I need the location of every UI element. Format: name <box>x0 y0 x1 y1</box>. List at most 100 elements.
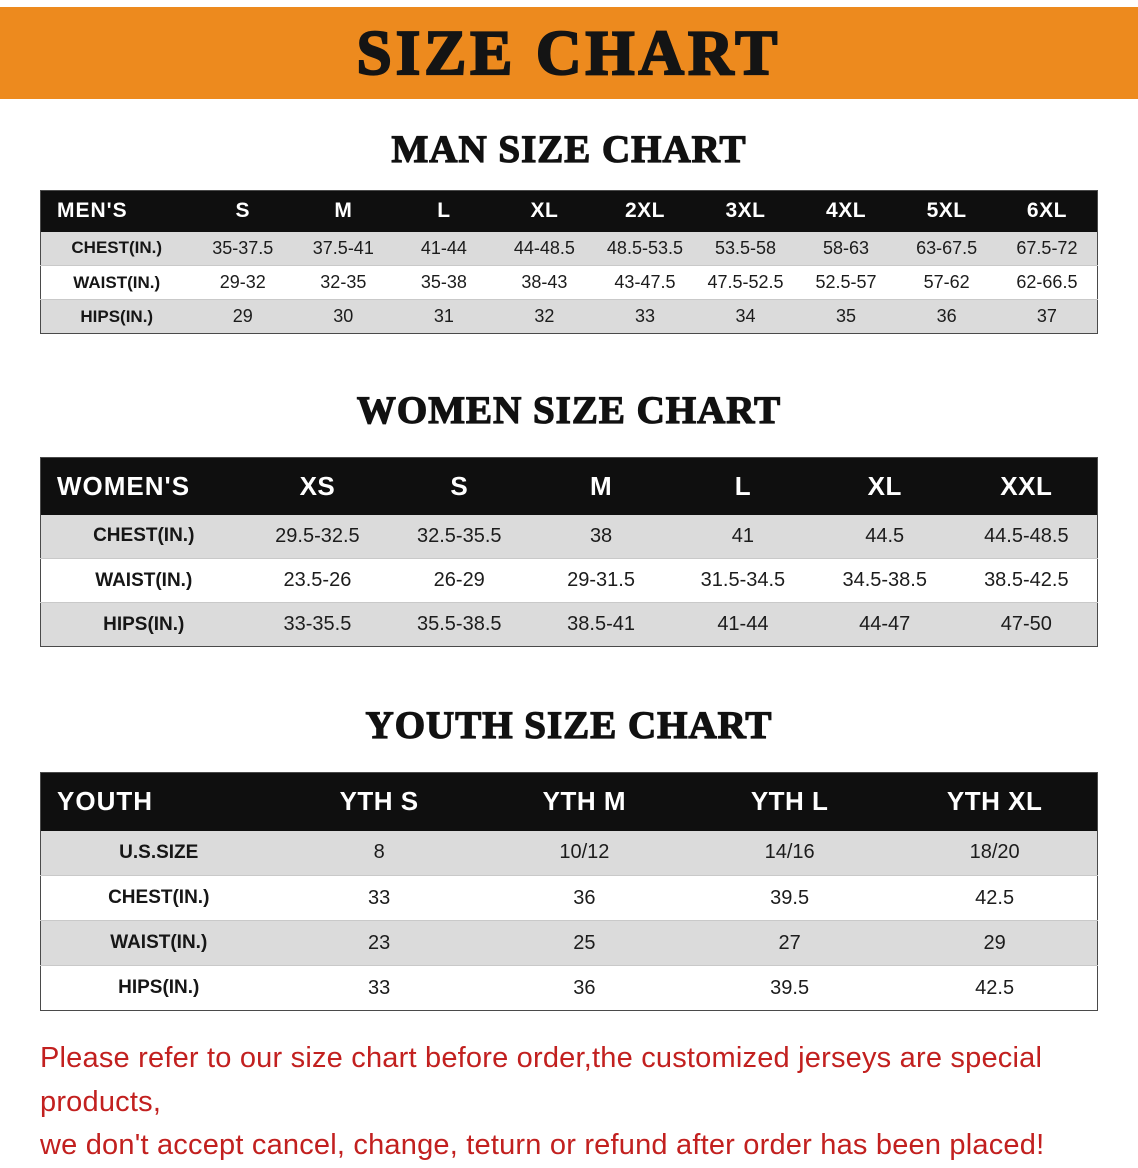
size-value-cell: 39.5 <box>770 976 810 999</box>
table-row: CHEST(IN.) 29.5-32.5 32.5-35.5 38 41 44.5 44.5… <box>40 514 1098 559</box>
row-label-cell: CHEST(IN.) <box>71 238 163 258</box>
column-header-cell: XS <box>246 457 389 515</box>
size-chart-banner: SIZE CHART <box>0 7 1138 99</box>
size-value-cell: 35.5-38.5 <box>416 613 502 635</box>
size-value-cell: 33 <box>634 306 655 326</box>
size-value-cell: 34.5-38.5 <box>842 569 927 591</box>
size-value-cell: 34 <box>735 306 756 326</box>
size-value-cell: 10/12 <box>559 841 610 864</box>
women-size-table: WOMEN'S XS S M L XL XXL CHEST(IN.) 29.5-32.5 32.5… <box>40 457 1098 647</box>
disclaimer-line-1: Please refer to our size chart before or… <box>40 1042 1043 1118</box>
column-header-cell: XXL <box>955 457 1098 515</box>
column-header-cell: 2XL <box>594 190 696 232</box>
size-value-cell: 35-38 <box>420 272 467 292</box>
column-header-cell: S <box>192 190 294 232</box>
size-value-cell: 32.5-35.5 <box>416 524 502 547</box>
column-header-cell: M <box>293 190 394 232</box>
women-size-section: WOMEN SIZE CHART WOMEN'S XS S M L XL XXL CHEST(… <box>0 388 1138 647</box>
column-header-cell: L <box>393 190 495 232</box>
table-row: CHEST(IN.) 35-37.5 37.5-41 41-44 44-48.5 48.5… <box>40 231 1098 266</box>
size-value-cell: 31 <box>433 306 454 326</box>
size-value-cell: 47.5-52.5 <box>707 272 784 292</box>
row-label-cell: WAIST(IN.) <box>73 272 161 292</box>
column-header-cell: 6XL <box>996 190 1098 232</box>
table-row: WAIST(IN.) 29-32 32-35 35-38 38-43 43-47.5 47.… <box>40 265 1098 300</box>
column-header-cell: XL <box>813 457 956 515</box>
size-value-cell: 29.5-32.5 <box>275 524 360 547</box>
size-value-cell: 29-32 <box>219 272 266 292</box>
row-label-cell: HIPS(IN.) <box>80 306 154 326</box>
size-value-cell: 38-43 <box>521 272 568 292</box>
size-value-cell: 14/16 <box>764 841 815 864</box>
size-value-cell: 26-29 <box>433 569 485 591</box>
size-value-cell: 33 <box>368 976 391 999</box>
column-header-cell: YTH L <box>687 772 893 831</box>
row-label-cell: HIPS(IN.) <box>118 977 200 998</box>
size-value-cell: 38 <box>589 524 613 547</box>
row-label-cell: HIPS(IN.) <box>103 613 185 635</box>
men-section-heading: MAN SIZE CHART <box>391 127 747 171</box>
size-value-cell: 31.5-34.5 <box>700 569 786 591</box>
size-value-cell: 52.5-57 <box>815 272 877 292</box>
column-header-cell: 4XL <box>795 190 897 232</box>
table-row: HIPS(IN.) 33-35.5 35.5-38.5 38.5-41 41-44 44-… <box>40 602 1098 647</box>
size-value-cell: 37.5-41 <box>312 237 374 258</box>
size-value-cell: 43-47.5 <box>614 272 676 292</box>
column-header-cell: 3XL <box>695 190 796 232</box>
youth-size-table: YOUTH YTH S YTH M YTH L YTH XL U.S.SIZE 8 10/12… <box>40 772 1098 1011</box>
size-value-cell: 38.5-42.5 <box>984 569 1069 591</box>
size-value-cell: 37 <box>1036 306 1057 326</box>
disclaimer: Please refer to our size chart before or… <box>40 1037 1100 1168</box>
table-row: U.S.SIZE 8 10/12 14/16 18/20 <box>40 830 1098 876</box>
size-chart-page: SIZE CHART MAN SIZE CHART MEN'S S M L XL 2XL 3… <box>0 7 1138 1168</box>
size-value-cell: 42.5 <box>975 976 1015 999</box>
size-value-cell: 67.5-72 <box>1016 237 1078 258</box>
size-value-cell: 33 <box>368 886 391 909</box>
size-value-cell: 41 <box>731 524 755 547</box>
size-value-cell: 48.5-53.5 <box>606 237 683 258</box>
size-value-cell: 41-44 <box>420 237 467 258</box>
size-value-cell: 8 <box>373 841 385 864</box>
size-value-cell: 23.5-26 <box>283 569 352 591</box>
row-label-cell: CHEST(IN.) <box>93 525 195 547</box>
size-value-cell: 29 <box>983 931 1006 954</box>
column-header-cell: YTH XL <box>892 772 1098 831</box>
column-header-cell: YTH S <box>276 772 482 831</box>
column-header-cell: XL <box>494 190 595 232</box>
size-value-cell: 33-35.5 <box>283 613 352 635</box>
column-header-cell: S <box>388 457 531 515</box>
table-row: HIPS(IN.) 29 30 31 32 33 34 35 36 37 <box>40 299 1098 334</box>
table-row: WAIST(IN.) 23 25 27 29 <box>40 920 1098 966</box>
table-row: WAIST(IN.) 23.5-26 26-29 29-31.5 31.5-34.5 34… <box>40 558 1098 603</box>
column-header-cell: L <box>671 457 814 515</box>
size-value-cell: 38.5-41 <box>567 613 635 635</box>
table-title-cell: MEN'S <box>40 190 193 232</box>
size-value-cell: 44-48.5 <box>513 237 575 258</box>
table-header-row: MEN'S S M L XL 2XL 3XL 4XL 5XL 6XL <box>40 190 1098 232</box>
row-label-cell: WAIST(IN.) <box>95 569 193 591</box>
size-value-cell: 29-31.5 <box>567 569 635 591</box>
table-row: CHEST(IN.) 33 36 39.5 42.5 <box>40 875 1098 921</box>
size-value-cell: 44.5-48.5 <box>984 524 1069 547</box>
disclaimer-line-2: we don't accept cancel, change, teturn o… <box>40 1129 1045 1161</box>
size-value-cell: 58-63 <box>823 237 870 258</box>
men-size-section: MAN SIZE CHART MEN'S S M L XL 2XL 3XL 4XL 5XL 6XL… <box>0 127 1138 334</box>
size-value-cell: 44.5 <box>865 524 905 547</box>
size-value-cell: 30 <box>333 306 354 326</box>
table-title-cell: WOMEN'S <box>40 457 247 515</box>
table-header-row: WOMEN'S XS S M L XL XXL <box>40 457 1098 515</box>
size-value-cell: 32 <box>534 306 555 326</box>
size-value-cell: 27 <box>778 931 801 954</box>
men-size-table: MEN'S S M L XL 2XL 3XL 4XL 5XL 6XL CHEST(IN.) 35-37… <box>40 190 1098 334</box>
column-header-cell: 5XL <box>896 190 997 232</box>
size-value-cell: 62-66.5 <box>1016 272 1078 292</box>
size-value-cell: 57-62 <box>923 272 970 292</box>
size-value-cell: 36 <box>573 976 596 999</box>
table-title-cell: YOUTH <box>40 772 277 831</box>
size-value-cell: 35-37.5 <box>212 237 274 258</box>
column-header-cell: M <box>530 457 672 515</box>
row-label-cell: WAIST(IN.) <box>110 932 208 953</box>
size-value-cell: 23 <box>368 931 391 954</box>
table-header-row: YOUTH YTH S YTH M YTH L YTH XL <box>40 772 1098 831</box>
women-section-heading: WOMEN SIZE CHART <box>356 388 782 432</box>
